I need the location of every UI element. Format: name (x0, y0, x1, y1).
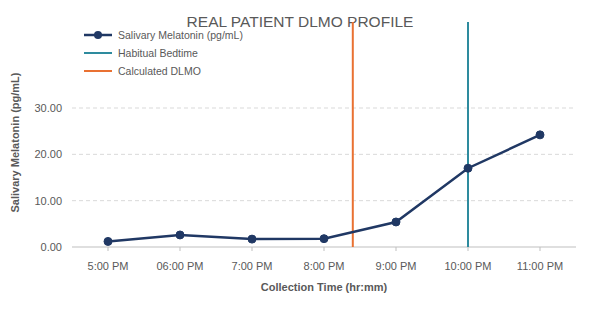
data-point (536, 131, 544, 139)
data-point (464, 164, 472, 172)
x-tick (180, 247, 181, 251)
chart-title: REAL PATIENT DLMO PROFILE (187, 13, 414, 30)
y-tick-label: 10.00 (34, 195, 62, 207)
data-point (320, 235, 328, 243)
data-point (248, 235, 256, 243)
x-tick-label: 9:00 PM (376, 260, 417, 272)
chart-container: REAL PATIENT DLMO PROFILE 0.00 10.00 20.00 3… (0, 0, 600, 323)
chart-svg: REAL PATIENT DLMO PROFILE 0.00 10.00 20.00 3… (0, 0, 600, 323)
legend-label: Habitual Bedtime (118, 47, 198, 59)
x-tick-label: 11:00 PM (517, 260, 563, 272)
data-group (104, 131, 544, 246)
y-tick-label: 0.00 (41, 241, 62, 253)
data-point (104, 237, 112, 245)
grid-line (72, 200, 576, 201)
x-tick-label: 10:00 PM (444, 260, 491, 272)
x-tick-label: 06:00 PM (156, 260, 203, 272)
legend-label: Calculated DLMO (118, 65, 201, 77)
x-tick (324, 247, 325, 251)
x-tick-label: 5:00 PM (88, 260, 129, 272)
x-tick (252, 247, 253, 251)
data-point (392, 218, 400, 226)
y-axis-title: Salivary Melatonin (pg/mL) (9, 72, 21, 212)
x-tick (540, 247, 541, 251)
grid-line (72, 108, 576, 109)
legend-swatch (84, 70, 112, 72)
x-tick (396, 247, 397, 251)
y-tick-label: 20.00 (34, 148, 62, 160)
reference-line (352, 22, 354, 247)
legend-swatch (84, 52, 112, 54)
x-tick-label: 8:00 PM (304, 260, 345, 272)
series-line (108, 135, 540, 242)
legend-label: Salivary Melatonin (pg/mL) (118, 29, 243, 41)
x-tick (468, 247, 469, 251)
y-tick-label: 30.00 (34, 102, 62, 114)
data-point (176, 231, 184, 239)
legend-marker (94, 31, 102, 39)
background (0, 0, 600, 323)
x-axis-title: Collection Time (hr:mm) (261, 281, 388, 293)
legend: Salivary Melatonin (pg/mL) Habitual Bedti… (84, 29, 243, 77)
reference-lines (353, 22, 468, 247)
x-tick-label: 7:00 PM (232, 260, 273, 272)
reference-line (467, 22, 469, 247)
x-tick (108, 247, 109, 251)
